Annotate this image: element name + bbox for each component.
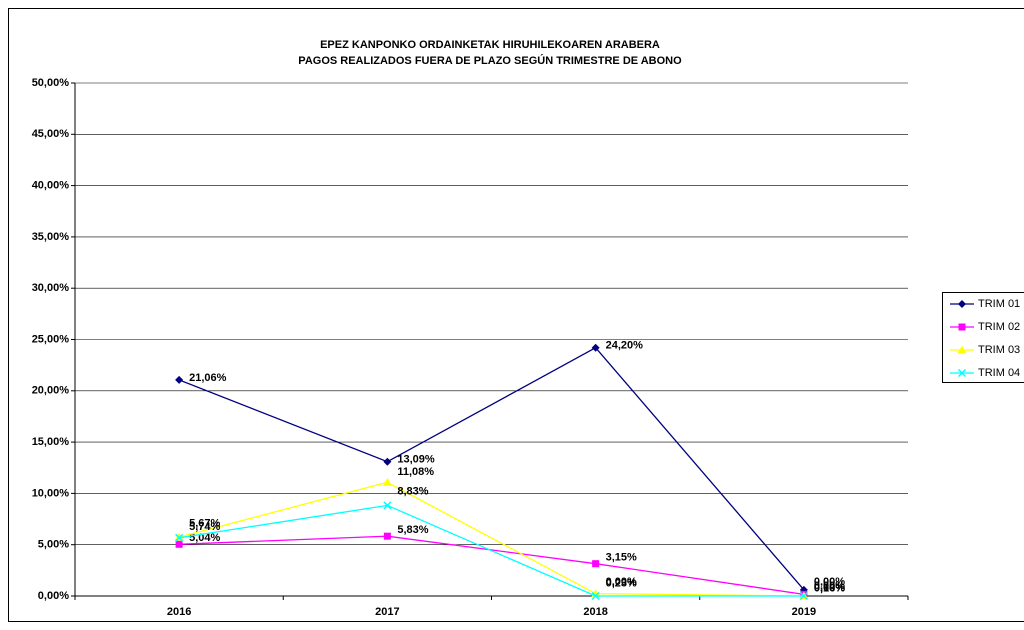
legend-label: TRIM 02	[978, 321, 1020, 333]
data-label: 0,23%	[606, 578, 637, 590]
data-label: 5,83%	[397, 524, 428, 536]
series-line	[178, 346, 805, 591]
data-label: 3,15%	[606, 552, 637, 564]
y-tick-label: 35,00%	[32, 231, 70, 243]
y-tick-label: 20,00%	[32, 385, 70, 397]
marker	[175, 540, 183, 548]
x-tick-label: 2019	[792, 606, 816, 618]
y-tick-label: 5,00%	[38, 539, 69, 551]
legend-box	[942, 292, 1024, 383]
x-tick-label: 2017	[375, 606, 399, 618]
legend-label: TRIM 01	[978, 298, 1020, 310]
data-label: 0,16%	[814, 582, 845, 594]
marker	[799, 591, 808, 601]
marker	[382, 477, 392, 486]
legend-marker	[958, 300, 966, 308]
legend-marker	[957, 368, 967, 378]
series-line	[179, 504, 804, 597]
y-tick-label: 30,00%	[32, 282, 70, 294]
chart-border	[8, 8, 1024, 622]
marker	[175, 375, 184, 384]
legend-marker	[957, 345, 967, 354]
legend-marker	[958, 323, 966, 331]
y-tick-label: 40,00%	[32, 180, 70, 192]
data-label: 11,08%	[397, 466, 434, 478]
y-tick-label: 10,00%	[32, 487, 70, 499]
series-line	[179, 535, 804, 596]
data-label: 0,00%	[814, 580, 845, 592]
data-label: 0,00%	[606, 576, 637, 588]
legend-label: TRIM 04	[978, 367, 1020, 379]
chart-title: EPEZ KANPONKO ORDAINKETAK HIRUHILEKOAREN…	[320, 39, 660, 51]
chart-subtitle: PAGOS REALIZADOS FUERA DE PLAZO SEGÚN TR…	[298, 54, 682, 67]
y-tick-label: 25,00%	[32, 333, 70, 345]
marker	[383, 532, 391, 540]
y-tick-label: 45,00%	[32, 128, 70, 140]
x-tick-label: 2018	[583, 606, 607, 618]
legend-label: TRIM 03	[978, 344, 1020, 356]
y-tick-label: 15,00%	[32, 436, 70, 448]
data-label: 5,74%	[189, 521, 220, 533]
data-label: 21,06%	[189, 372, 227, 384]
data-label: 0,00%	[814, 576, 845, 588]
marker	[591, 591, 600, 601]
marker	[174, 532, 184, 541]
series-line	[178, 481, 804, 597]
y-tick-label: 50,00%	[32, 77, 70, 89]
data-label: 8,83%	[397, 485, 428, 497]
data-label: 24,20%	[606, 340, 644, 352]
marker	[383, 501, 392, 510]
marker	[591, 343, 600, 352]
data-label: 0,60%	[814, 582, 845, 594]
marker	[175, 533, 184, 542]
y-tick-label: 0,00%	[38, 590, 69, 602]
data-label: 13,09%	[397, 454, 435, 466]
marker	[383, 457, 392, 466]
marker	[592, 560, 600, 568]
x-tick-label: 2016	[167, 606, 191, 618]
data-label: 5,67%	[189, 518, 220, 530]
